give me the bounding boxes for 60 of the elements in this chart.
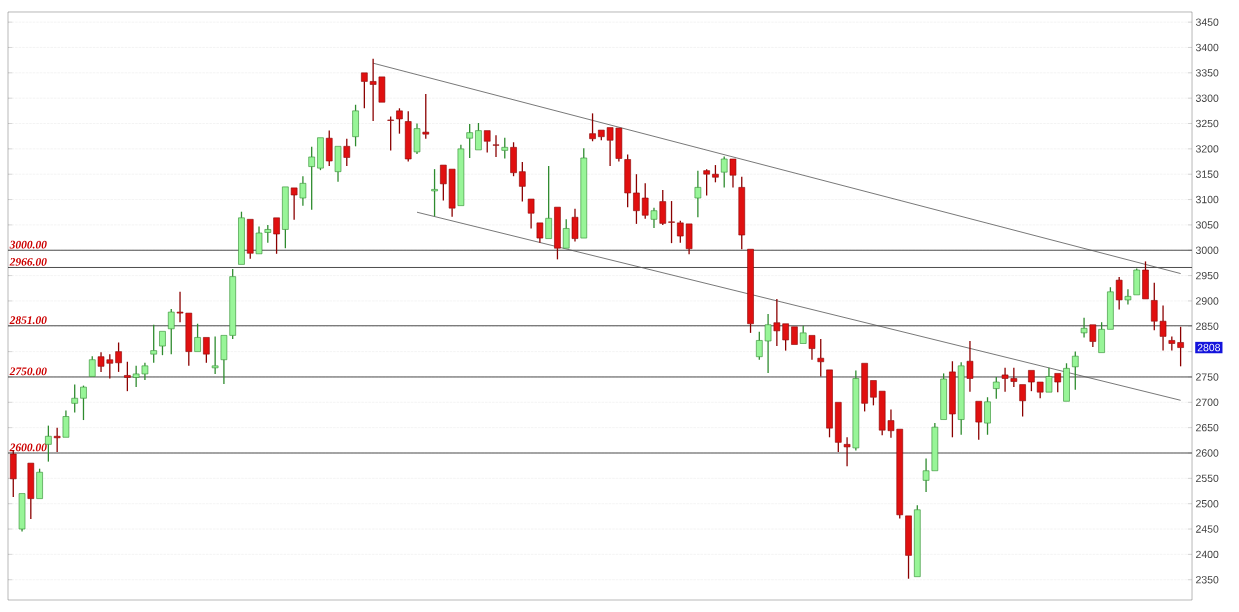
candlestick bbox=[852, 369, 860, 452]
candlestick bbox=[492, 134, 500, 158]
y-tick-label: 3050 bbox=[1195, 221, 1219, 229]
text: 2808 bbox=[1197, 343, 1221, 352]
y-tick-label: 2700 bbox=[1196, 398, 1219, 407]
candlestick bbox=[808, 335, 816, 361]
candlestick bbox=[27, 462, 35, 520]
ref-line-label: 2966.00 bbox=[9, 258, 47, 266]
candlestick bbox=[966, 340, 974, 393]
candlestick bbox=[290, 187, 298, 221]
y-tick-label: 2850 bbox=[1196, 322, 1219, 330]
candlestick bbox=[1133, 267, 1141, 296]
candlestick bbox=[571, 208, 579, 243]
candlestick bbox=[791, 326, 798, 345]
candlestick bbox=[1045, 367, 1053, 393]
y-tick-label: 2350 bbox=[1196, 576, 1219, 584]
candlestick bbox=[299, 175, 307, 207]
candlestick bbox=[729, 158, 737, 189]
ref-line-label: 2851.00 bbox=[9, 316, 47, 325]
y-tick-label: 3250 bbox=[1195, 119, 1219, 128]
ref-line-label: 2750.00 bbox=[9, 367, 47, 376]
candlestick bbox=[843, 436, 851, 467]
y-tick-label: 2450 bbox=[1196, 525, 1219, 533]
y-tick-label: 3000 bbox=[1195, 246, 1219, 254]
y-tick-label: 2500 bbox=[1196, 499, 1219, 508]
candlestick bbox=[1080, 317, 1088, 339]
candlestick bbox=[545, 165, 552, 239]
ref-line-label: 2600.00 bbox=[9, 443, 47, 452]
candlestick bbox=[334, 146, 342, 183]
candlestick bbox=[431, 168, 438, 217]
y-tick-label: 3100 bbox=[1195, 195, 1219, 204]
candlestick bbox=[527, 198, 535, 230]
ref-line-label: 3000.00 bbox=[9, 240, 47, 249]
candlestick bbox=[668, 200, 675, 244]
candlestick bbox=[413, 122, 421, 155]
y-tick-label: 3150 bbox=[1195, 170, 1219, 178]
y-tick-label: 2550 bbox=[1196, 474, 1219, 483]
candlestick bbox=[905, 515, 912, 580]
candlestick bbox=[18, 493, 26, 533]
y-tick-label: 2900 bbox=[1196, 297, 1219, 305]
candlestick bbox=[703, 168, 710, 197]
candlestick bbox=[282, 186, 289, 249]
candlestick bbox=[211, 335, 219, 375]
y-tick-label: 2400 bbox=[1196, 550, 1219, 559]
y-tick-label: 3400 bbox=[1195, 43, 1219, 52]
y-tick-label: 3300 bbox=[1195, 94, 1219, 102]
candlestick bbox=[457, 144, 465, 206]
y-tick-label: 2950 bbox=[1196, 271, 1219, 280]
y-tick-label: 3200 bbox=[1195, 145, 1219, 153]
candlestick bbox=[62, 409, 70, 438]
candlestick bbox=[650, 207, 658, 229]
candlestick bbox=[694, 170, 702, 218]
y-tick-label: 3350 bbox=[1195, 69, 1219, 77]
y-tick-label: 2650 bbox=[1196, 423, 1219, 432]
y-tick-label: 2750 bbox=[1196, 373, 1219, 381]
candlestick bbox=[1124, 288, 1132, 306]
y-tick-label: 3450 bbox=[1195, 18, 1219, 26]
candlestick bbox=[536, 222, 544, 244]
y-tick-label: 2600 bbox=[1196, 449, 1219, 457]
candlestick bbox=[273, 217, 280, 255]
